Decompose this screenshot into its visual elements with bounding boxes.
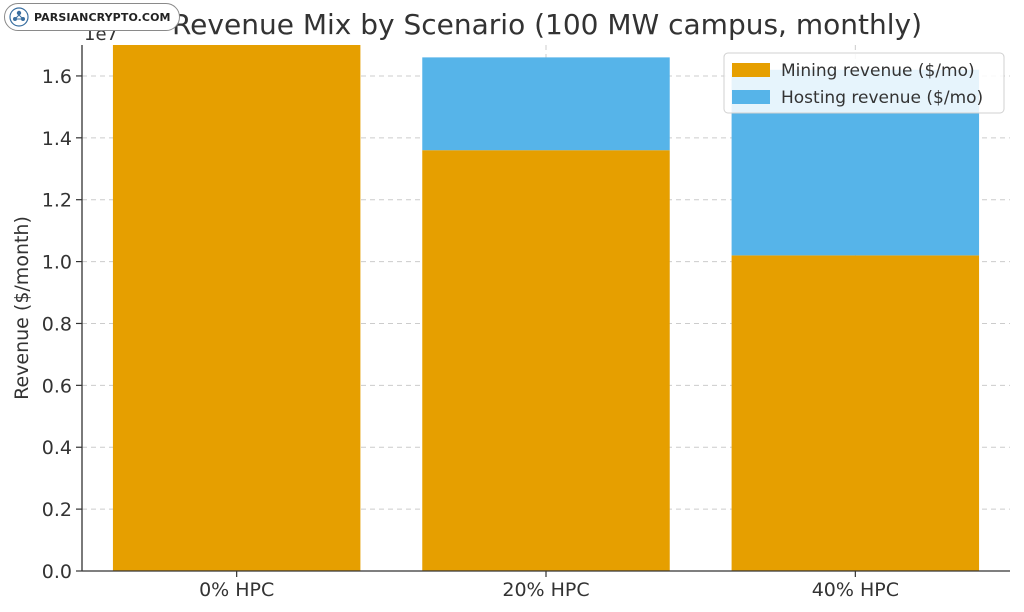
parsiancrypto-logo-icon bbox=[9, 7, 29, 27]
tick-labels: 0.0 0.2 0.4 0.6 0.8 1.0 1.2 1.4 1.6 0% HPC 20% HPC… bbox=[42, 66, 899, 601]
bars bbox=[112, 45, 980, 571]
y-tick-label: 0.6 bbox=[42, 375, 72, 397]
y-axis-label: Revenue ($/month) bbox=[11, 216, 33, 400]
legend-swatch bbox=[732, 90, 770, 104]
watermark-text: PARSIANCRYPTO.COM bbox=[34, 10, 171, 24]
legend-label: Mining revenue ($/mo) bbox=[781, 61, 975, 81]
bar-mining-2 bbox=[731, 255, 980, 571]
bar-mining-0 bbox=[112, 45, 361, 571]
y-tick-label: 0.8 bbox=[42, 313, 72, 335]
x-tick-label: 40% HPC bbox=[812, 579, 899, 601]
y-tick-label: 0.0 bbox=[42, 561, 72, 583]
chart-title: Revenue Mix by Scenario (100 MW campus, … bbox=[172, 8, 922, 41]
x-tick-label: 20% HPC bbox=[502, 579, 589, 601]
legend-swatch bbox=[732, 63, 770, 77]
y-tick-label: 1.2 bbox=[42, 190, 72, 212]
y-tick-label: 1.6 bbox=[42, 66, 72, 88]
legend-box bbox=[723, 52, 1005, 114]
axes bbox=[76, 45, 1010, 577]
legend: Mining revenue ($/mo) Hosting revenue ($/… bbox=[723, 52, 1005, 114]
y-tick-label: 0.4 bbox=[42, 437, 72, 459]
x-tick-label: 0% HPC bbox=[199, 579, 274, 601]
y-tick-label: 1.0 bbox=[42, 252, 72, 274]
watermark: PARSIANCRYPTO.COM bbox=[4, 3, 180, 31]
y-tick-label: 1.4 bbox=[42, 128, 72, 150]
legend-label: Hosting revenue ($/mo) bbox=[781, 88, 983, 108]
y-tick-label: 0.2 bbox=[42, 499, 72, 521]
bar-mining-1 bbox=[422, 150, 670, 571]
bar-hosting-1 bbox=[422, 57, 670, 151]
